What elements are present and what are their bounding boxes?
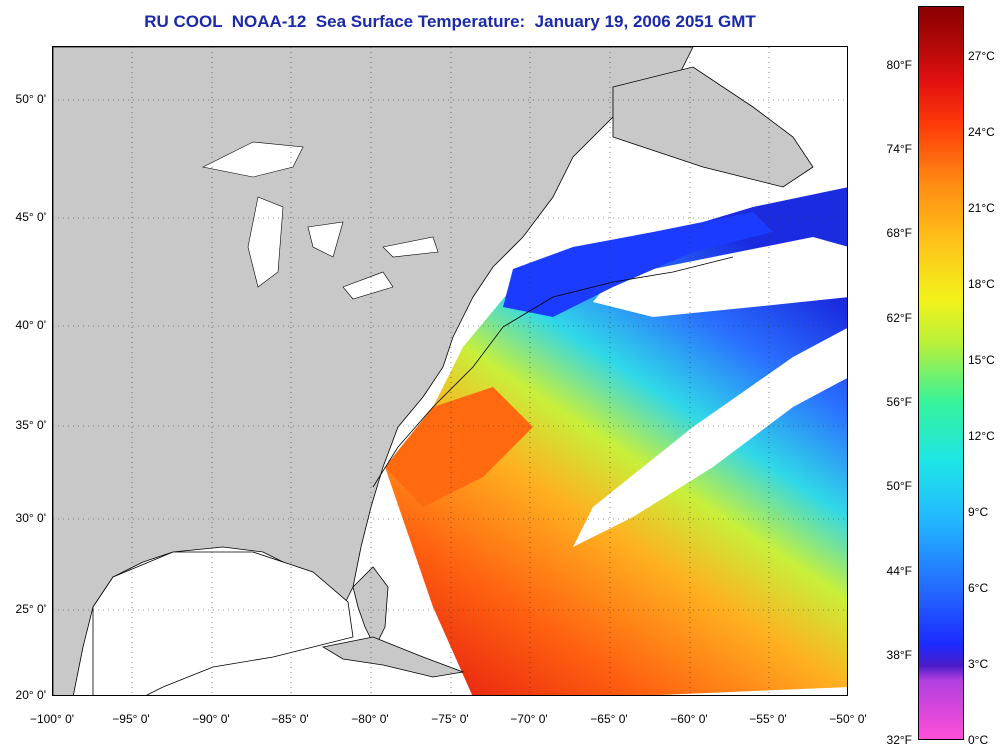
gulf-of-mexico <box>92 551 354 695</box>
cloud-band <box>573 328 847 547</box>
sst-swath <box>385 187 847 695</box>
celsius-label: 9°C <box>968 505 989 519</box>
celsius-label: 0°C <box>968 733 989 747</box>
cloud-band-north <box>593 237 847 317</box>
celsius-label: 21°C <box>968 201 995 215</box>
sst-map <box>52 46 848 696</box>
lon-label: −55° 0' <box>749 712 787 726</box>
land-maritimes <box>612 66 814 188</box>
lat-label: 35° 0' <box>15 418 46 432</box>
celsius-label: 12°C <box>968 429 995 443</box>
lat-label: 40° 0' <box>15 318 46 332</box>
map-title: RU COOL NOAA-12 Sea Surface Temperature:… <box>144 12 756 31</box>
lat-label: 30° 0' <box>15 511 46 525</box>
great-lakes <box>202 141 439 300</box>
lat-label: 25° 0' <box>15 602 46 616</box>
graticule <box>53 47 847 695</box>
fahrenheit-label: 50°F <box>886 479 912 493</box>
lon-label: −90° 0' <box>192 712 230 726</box>
celsius-label: 18°C <box>968 277 995 291</box>
lon-label: −75° 0' <box>431 712 469 726</box>
land-cuba <box>321 636 465 678</box>
lat-label: 20° 0' <box>15 688 46 702</box>
fahrenheit-label: 62°F <box>886 311 912 325</box>
gulf-stream-warm-water <box>385 387 533 507</box>
fahrenheit-label: 68°F <box>886 226 912 240</box>
lon-label: −100° 0' <box>29 712 75 726</box>
lon-label: −65° 0' <box>590 712 628 726</box>
lon-label: −95° 0' <box>112 712 150 726</box>
lon-label: −85° 0' <box>271 712 309 726</box>
lon-label: −60° 0' <box>670 712 708 726</box>
fahrenheit-label: 80°F <box>886 58 912 72</box>
temperature-colorbar <box>918 6 964 740</box>
celsius-label: 6°C <box>968 581 989 595</box>
lon-label: −70° 0' <box>510 712 548 726</box>
lon-label: −80° 0' <box>351 712 389 726</box>
celsius-label: 27°C <box>968 49 995 63</box>
fahrenheit-label: 38°F <box>886 648 912 662</box>
lat-label: 50° 0' <box>15 92 46 106</box>
lon-label: −50° 0' <box>829 712 867 726</box>
sst-map-canvas <box>53 47 847 695</box>
celsius-label: 15°C <box>968 353 995 367</box>
fahrenheit-label: 56°F <box>886 395 912 409</box>
fahrenheit-label: 32°F <box>886 733 912 747</box>
shelf-contour <box>372 256 734 488</box>
celsius-label: 3°C <box>968 657 989 671</box>
land-florida <box>352 566 389 648</box>
lat-label: 45° 0' <box>15 210 46 224</box>
cold-shelf-water <box>503 212 773 317</box>
fahrenheit-label: 44°F <box>886 564 912 578</box>
celsius-label: 24°C <box>968 125 995 139</box>
fahrenheit-label: 74°F <box>886 142 912 156</box>
